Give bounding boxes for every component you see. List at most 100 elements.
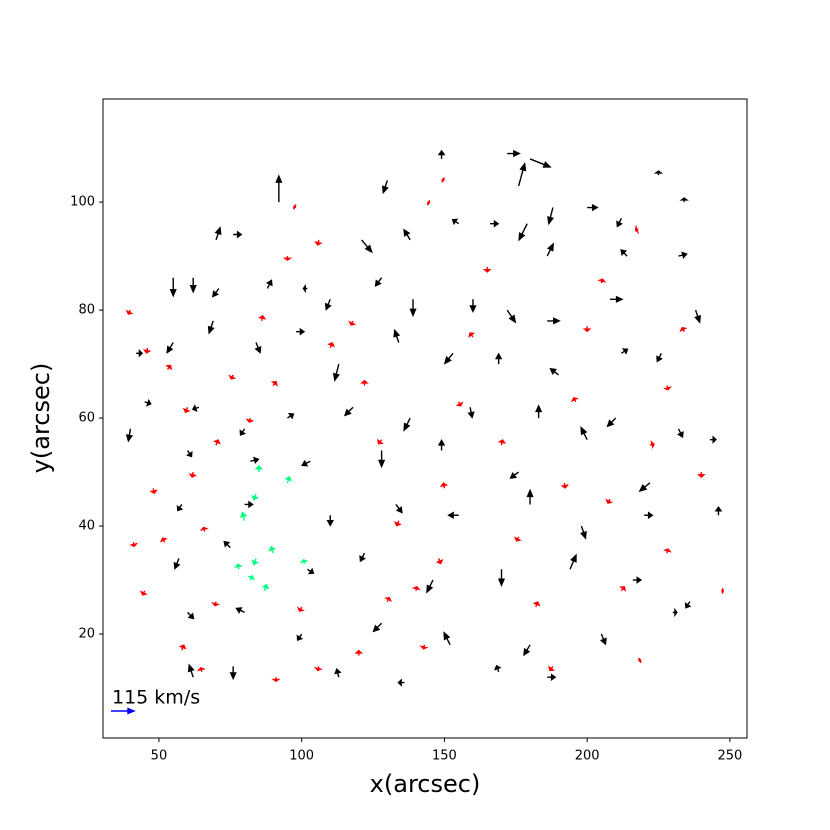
arrow (384, 596, 393, 603)
arrow (547, 317, 561, 325)
arrow (136, 349, 144, 358)
arrow (443, 631, 451, 646)
arrow (211, 601, 221, 607)
arrow (580, 525, 587, 540)
arrow (378, 450, 386, 469)
arrow (228, 374, 237, 380)
arrow (662, 548, 672, 554)
arrow (721, 588, 725, 594)
arrow (409, 299, 417, 318)
x-tick-label: 200 (575, 749, 600, 764)
arrow (296, 606, 305, 612)
x-axis-label: x(arcsec) (370, 770, 481, 798)
arrow (606, 417, 617, 428)
arrow (570, 397, 579, 403)
arrow (129, 542, 139, 548)
arrow (334, 667, 342, 678)
arrow (327, 341, 335, 349)
arrow (547, 673, 557, 682)
arrow (549, 368, 560, 376)
y-tick-label: 20 (78, 627, 95, 642)
arrow (214, 226, 222, 241)
arrow (468, 332, 476, 339)
key-label: 115 km/s (112, 687, 200, 709)
arrow (250, 456, 260, 465)
arrow (261, 583, 270, 592)
arrow (372, 622, 383, 633)
arrow (393, 328, 401, 343)
arrow (207, 320, 215, 335)
arrow (569, 553, 577, 570)
arrow (176, 504, 184, 512)
arrow (235, 607, 245, 614)
arrow (714, 506, 723, 516)
x-tick-label: 100 (289, 749, 314, 764)
arrow (165, 364, 173, 371)
arrow (560, 482, 569, 489)
arrow (546, 242, 554, 257)
arrow (535, 404, 543, 419)
arrow (251, 558, 259, 566)
arrow (620, 249, 628, 257)
arrow (139, 590, 148, 596)
arrow (376, 438, 384, 445)
arrow (234, 563, 243, 570)
arrow (609, 295, 624, 303)
arrow (426, 200, 431, 206)
arrow (293, 204, 297, 210)
arrow (196, 666, 206, 672)
arrow (299, 558, 309, 565)
arrow (597, 278, 607, 284)
key-arrow (111, 707, 136, 715)
y-tick-label: 40 (78, 519, 95, 534)
arrow (482, 266, 492, 273)
arrow (619, 586, 627, 592)
arrow (270, 380, 278, 387)
arrow (497, 439, 507, 446)
arrow (497, 569, 506, 588)
arrow (494, 352, 503, 365)
arrow (517, 162, 527, 187)
arrow (509, 471, 520, 479)
arrow (239, 511, 248, 521)
arrow (621, 348, 629, 355)
arrow (455, 401, 464, 407)
arrow (324, 299, 332, 311)
arrow (426, 579, 434, 594)
y-tick-label: 80 (78, 303, 95, 318)
arrow (178, 644, 187, 651)
arrow (233, 230, 243, 239)
arrow (287, 412, 295, 420)
arrow (187, 611, 195, 620)
arrow (437, 439, 446, 451)
arrow (656, 352, 663, 363)
arrow (265, 279, 273, 289)
arrow (199, 526, 209, 532)
arrow (254, 465, 263, 473)
y-tick-label: 100 (70, 195, 95, 210)
arrow (403, 417, 411, 432)
arrow (419, 644, 429, 650)
arrow (125, 428, 133, 443)
arrow (187, 663, 195, 678)
arrow (144, 398, 152, 407)
arrow (348, 320, 357, 326)
arrow (149, 488, 158, 495)
arrow (275, 174, 283, 203)
arrow (397, 678, 405, 687)
arrow (587, 203, 599, 212)
arrow (296, 633, 304, 641)
arrow (189, 277, 197, 294)
arrow (678, 251, 688, 259)
arrow (245, 417, 255, 423)
arrow (437, 149, 446, 159)
arrow (326, 515, 334, 527)
arrow (271, 677, 281, 683)
arrow (332, 363, 340, 382)
arrow (361, 239, 373, 254)
arrow (186, 450, 193, 458)
arrow (435, 558, 444, 565)
arrow (142, 347, 152, 354)
arrow (694, 309, 701, 324)
arrow (532, 601, 541, 608)
